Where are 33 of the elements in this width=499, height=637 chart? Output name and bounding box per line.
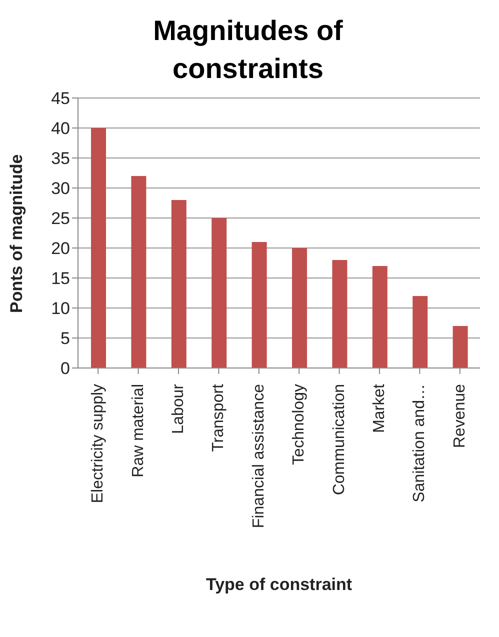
x-tick-label: Financial assistance: [250, 384, 268, 528]
x-tick-label: Technology: [290, 384, 308, 465]
bar: [171, 200, 186, 368]
y-tick-label: 0: [60, 359, 70, 378]
bar: [252, 242, 267, 368]
x-tick-label: Transport: [210, 383, 228, 452]
x-tick-label: Electricity supply: [90, 384, 107, 504]
x-tick-label: Market: [371, 383, 388, 433]
y-tick-label: 20: [51, 239, 70, 258]
y-tick-label: 40: [51, 119, 70, 138]
bar: [452, 326, 468, 368]
bar: [412, 296, 428, 368]
bar: [372, 266, 388, 368]
x-axis-title: Type of constraint: [206, 575, 352, 594]
x-tick-label: Raw material: [130, 384, 147, 478]
y-tick-label: 30: [51, 179, 70, 198]
y-tick-label: 10: [51, 299, 70, 318]
bar: [212, 218, 227, 368]
bar: [292, 248, 307, 368]
y-axis-title: Ponts of magnitude: [7, 154, 26, 313]
x-tick-label: Revenue: [451, 384, 468, 448]
bar: [332, 260, 348, 368]
y-tick-label: 35: [51, 149, 70, 168]
y-tick-label: 15: [51, 269, 70, 288]
y-tick-label: 45: [51, 89, 70, 108]
bar: [131, 176, 146, 368]
y-tick-label: 25: [51, 209, 70, 228]
y-tick-label: 5: [60, 329, 70, 348]
x-tick-label: Communication: [330, 384, 348, 496]
x-tick-label: Labour: [170, 383, 187, 434]
x-tick-label: Sanitation and…: [411, 384, 428, 502]
chart-title: Magnitudes of constraints: [152, 14, 344, 86]
bar: [91, 128, 106, 368]
